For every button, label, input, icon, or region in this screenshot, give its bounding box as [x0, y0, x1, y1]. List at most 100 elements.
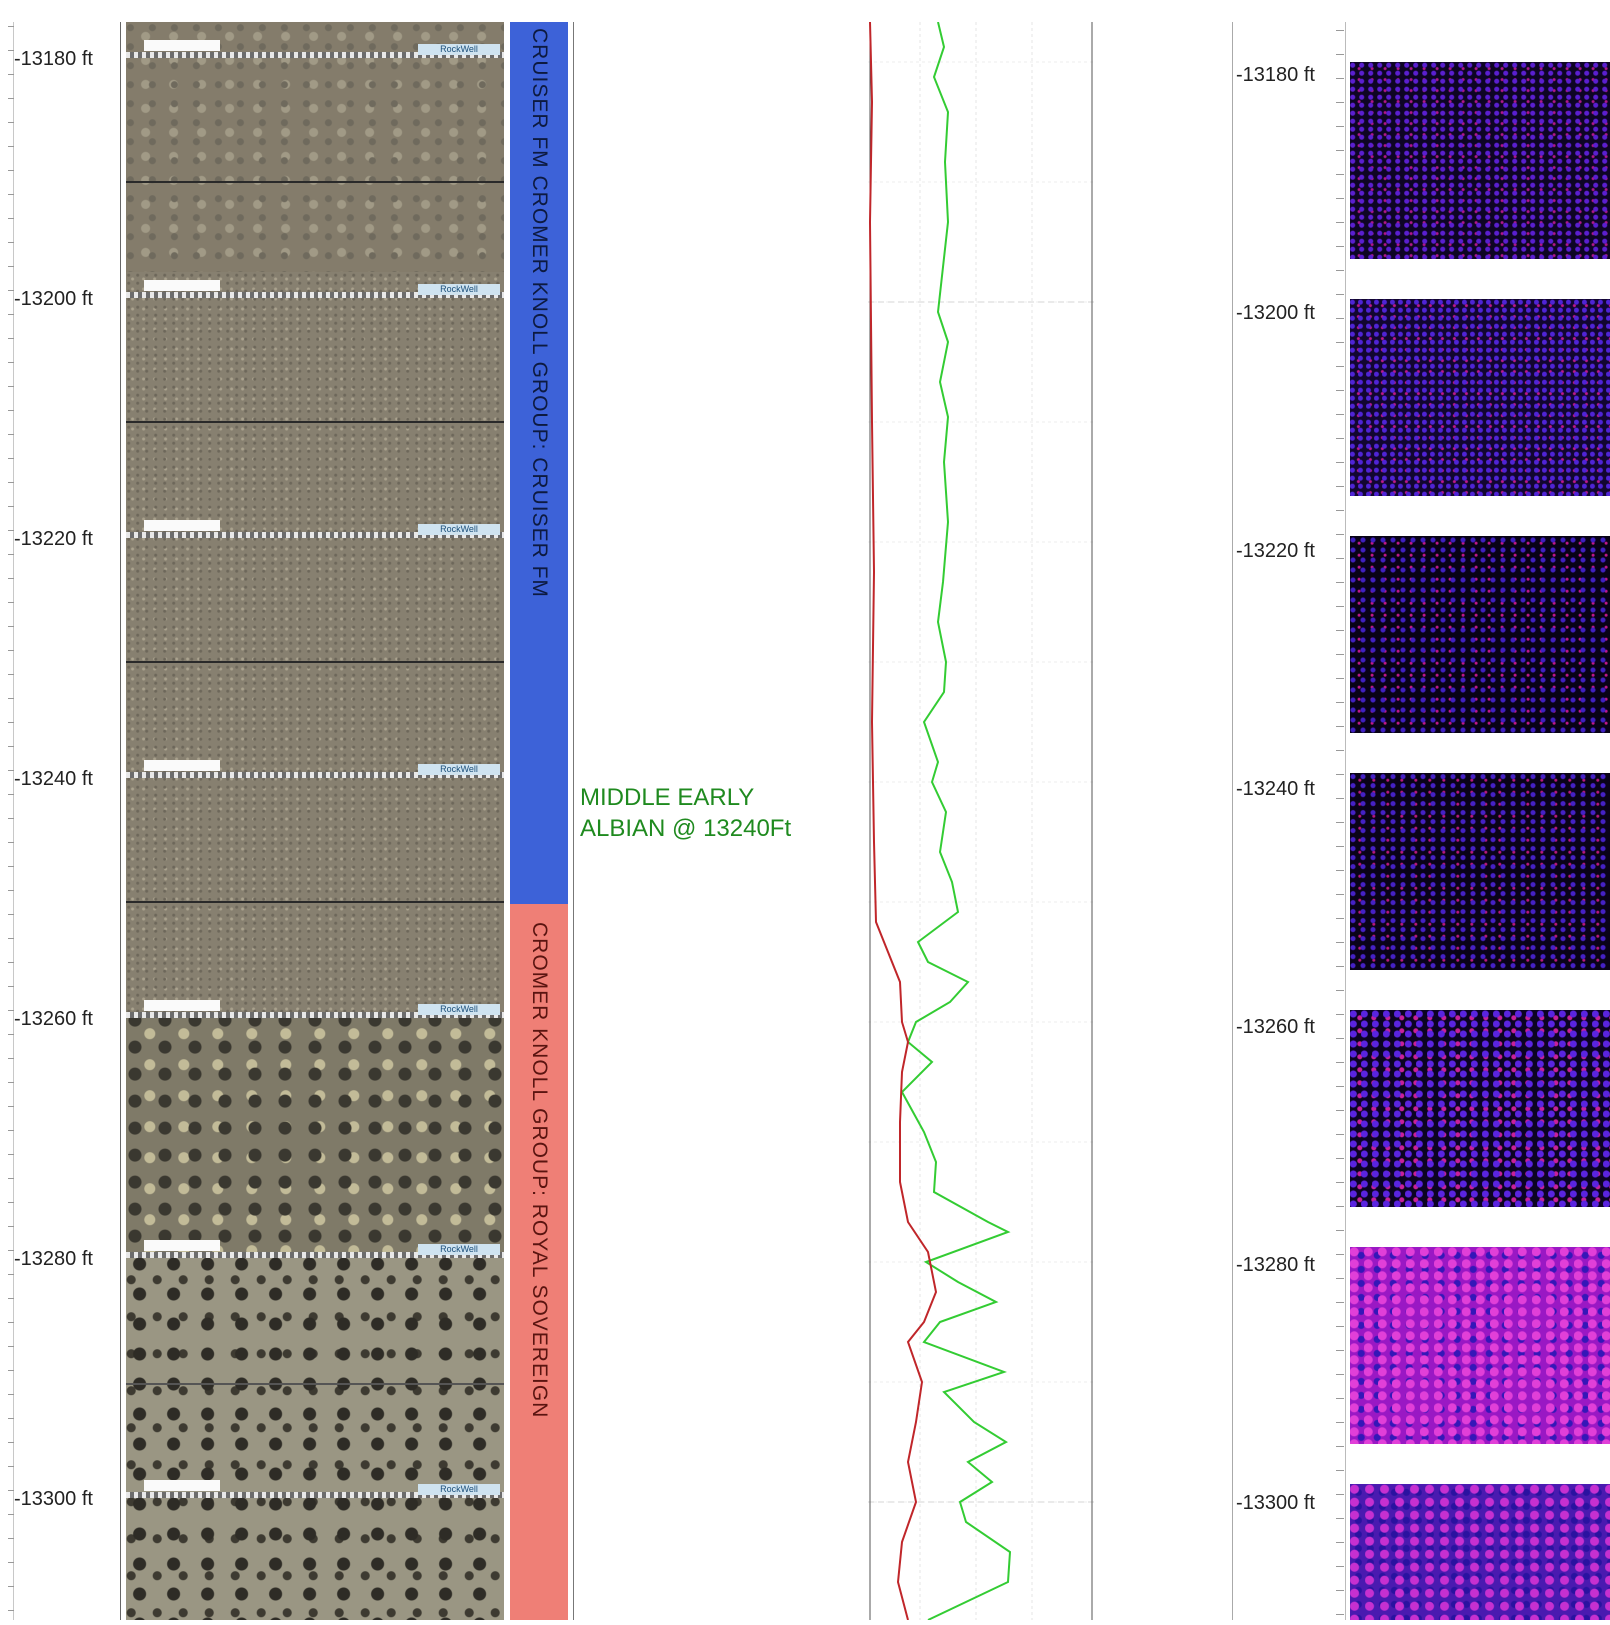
depth-tick — [1336, 318, 1344, 319]
depth-tick — [1336, 270, 1344, 271]
depth-tick — [1336, 150, 1344, 151]
depth-tick — [8, 506, 14, 507]
depth-tick — [1336, 918, 1344, 919]
depth-tick — [1336, 294, 1344, 295]
depth-tick — [1336, 174, 1344, 175]
depth-tick — [8, 1538, 14, 1539]
depth-tick — [8, 266, 14, 267]
image-log-section — [1350, 773, 1610, 970]
depth-tick — [1336, 1590, 1344, 1591]
depth-label: -13260 ft — [14, 1008, 93, 1030]
core-photo-column: RockWell RockWell RockWell RockWell RockWell… — [126, 22, 504, 1620]
depth-tick — [1336, 1302, 1344, 1303]
scale-bar — [144, 1240, 220, 1251]
core-brand-label: RockWell — [418, 764, 500, 775]
formation-bar: CRUISER FM CROMER KNOLL GROUP: CRUISER F… — [510, 22, 574, 1620]
depth-tick — [8, 1418, 14, 1419]
depth-tick — [1336, 1230, 1344, 1231]
depth-tick — [8, 122, 14, 123]
depth-tick — [8, 1058, 14, 1059]
core-box-divider — [126, 901, 504, 903]
depth-tick — [1336, 846, 1344, 847]
track-border — [573, 22, 574, 1620]
image-log-section — [1350, 1484, 1610, 1620]
core-photo-section — [126, 1012, 504, 1252]
depth-tick — [8, 362, 14, 363]
depth-tick — [1336, 1278, 1344, 1279]
core-brand-label: RockWell — [418, 1004, 500, 1015]
depth-tick — [1336, 390, 1344, 391]
depth-tick — [1336, 822, 1344, 823]
depth-tick — [1336, 1134, 1344, 1135]
scale-bar — [144, 280, 220, 291]
depth-tick — [8, 554, 14, 555]
depth-label: -13200 ft — [14, 288, 93, 310]
depth-tick — [8, 722, 14, 723]
depth-tick — [1336, 246, 1344, 247]
depth-tick — [1336, 966, 1344, 967]
depth-tick — [1336, 1038, 1344, 1039]
core-ruler — [126, 292, 504, 298]
biostrat-annotation: MIDDLE EARLY ALBIAN @ 13240Ft — [580, 782, 860, 844]
core-ruler — [126, 1492, 504, 1498]
core-brand-label: RockWell — [418, 1244, 500, 1255]
depth-tick — [1336, 1422, 1344, 1423]
image-log-section — [1350, 299, 1610, 496]
depth-label: -13300 ft — [1236, 1492, 1315, 1514]
annotation-line: MIDDLE EARLY — [580, 784, 755, 811]
depth-tick — [8, 1178, 14, 1179]
depth-tick — [1336, 462, 1344, 463]
depth-tick — [8, 1370, 14, 1371]
depth-tick — [1336, 606, 1344, 607]
depth-tick — [8, 770, 14, 771]
depth-tick — [8, 1298, 14, 1299]
depth-tick — [8, 746, 14, 747]
depth-tick — [8, 74, 14, 75]
depth-tick — [8, 890, 14, 891]
depth-tick — [1336, 726, 1344, 727]
depth-tick — [8, 650, 14, 651]
depth-tick — [8, 1394, 14, 1395]
depth-tick — [1336, 510, 1344, 511]
core-photo-section — [126, 272, 504, 1012]
depth-tick — [8, 530, 14, 531]
depth-tick — [1336, 1110, 1344, 1111]
depth-tick — [8, 602, 14, 603]
log-curve-track — [868, 21, 1094, 1621]
depth-tick — [8, 794, 14, 795]
depth-tick — [1336, 1014, 1344, 1015]
depth-tick — [8, 410, 14, 411]
depth-tick — [8, 386, 14, 387]
core-photo-section — [126, 1252, 504, 1620]
depth-tick — [1336, 1494, 1344, 1495]
depth-tick — [8, 1562, 14, 1563]
depth-tick — [1336, 366, 1344, 367]
depth-tick — [1336, 1254, 1344, 1255]
depth-tick — [1336, 30, 1344, 31]
image-log-section — [1350, 62, 1610, 259]
depth-tick — [1336, 54, 1344, 55]
depth-tick — [8, 962, 14, 963]
depth-tick — [1336, 990, 1344, 991]
core-brand-label: RockWell — [418, 524, 500, 535]
scale-bar — [144, 1480, 220, 1491]
core-box-divider — [126, 421, 504, 423]
depth-tick — [1336, 558, 1344, 559]
depth-tick — [8, 146, 14, 147]
depth-label: -13220 ft — [14, 528, 93, 550]
depth-tick — [8, 1154, 14, 1155]
depth-tick — [8, 1250, 14, 1251]
depth-tick — [8, 434, 14, 435]
depth-axis-line — [13, 22, 14, 1620]
depth-tick — [8, 1466, 14, 1467]
depth-tick — [1336, 102, 1344, 103]
depth-tick — [8, 1442, 14, 1443]
depth-tick — [1336, 1158, 1344, 1159]
core-box-divider — [126, 661, 504, 663]
scale-bar — [144, 40, 220, 51]
depth-label: -13180 ft — [14, 48, 93, 70]
depth-tick — [8, 1034, 14, 1035]
depth-tick — [8, 938, 14, 939]
depth-tick — [8, 1202, 14, 1203]
depth-tick — [8, 1130, 14, 1131]
